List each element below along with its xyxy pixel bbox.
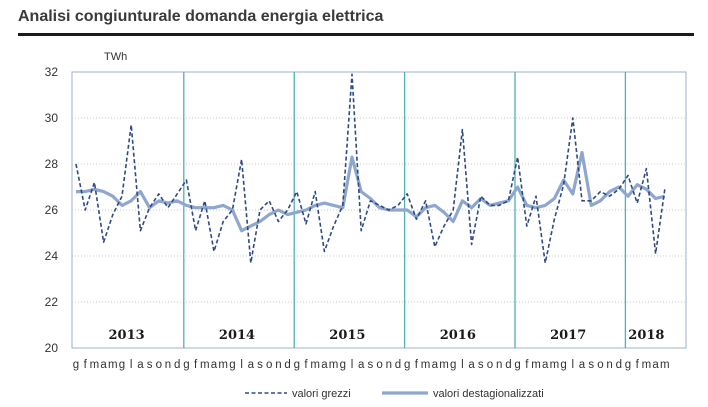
- month-label: m: [439, 359, 449, 371]
- legend-entry-raw-label: valori grezzi: [292, 388, 351, 400]
- month-label: m: [531, 359, 541, 371]
- month-label: o: [266, 359, 272, 371]
- legend: valori grezzi valori destagionalizzati: [245, 388, 544, 400]
- month-label: o: [156, 359, 162, 371]
- month-label: f: [636, 359, 640, 371]
- y-axis-ticks: 20 22 24 26 28 30 32 TWh: [45, 51, 128, 355]
- month-label: s: [368, 359, 374, 371]
- year-label: 2016: [440, 328, 476, 343]
- month-label: l: [240, 359, 243, 371]
- month-label: l: [572, 359, 575, 371]
- month-label: a: [248, 359, 255, 371]
- month-label: n: [165, 359, 171, 371]
- legend-entry-seasonal-label: valori destagionalizzati: [433, 388, 544, 400]
- month-label: d: [284, 359, 290, 371]
- month-label: m: [200, 359, 210, 371]
- y-tick-label: 24: [45, 249, 59, 263]
- page-title: Analisi congiunturale domanda energia el…: [18, 8, 384, 25]
- month-label: f: [194, 359, 198, 371]
- month-label: n: [496, 359, 502, 371]
- y-tick-label: 26: [45, 203, 59, 217]
- month-label: a: [211, 359, 218, 371]
- month-label: g: [450, 359, 456, 371]
- month-label: o: [597, 359, 603, 371]
- month-label: a: [542, 359, 549, 371]
- month-label: m: [310, 359, 320, 371]
- month-label: d: [505, 359, 511, 371]
- month-label: m: [90, 359, 100, 371]
- month-label: a: [579, 359, 586, 371]
- month-label: a: [358, 359, 365, 371]
- series-line-raw: [75, 73, 666, 264]
- month-label: o: [487, 359, 493, 371]
- plot-frame: [71, 71, 687, 349]
- year-label: 2017: [550, 328, 586, 343]
- month-label: m: [218, 359, 228, 371]
- month-label: g: [340, 359, 346, 371]
- y-tick-label: 32: [45, 65, 59, 79]
- month-label: a: [321, 359, 328, 371]
- month-label: d: [395, 359, 401, 371]
- y-tick-label: 30: [45, 111, 59, 125]
- month-label: m: [550, 359, 560, 371]
- month-label: g: [294, 359, 300, 371]
- month-label: a: [100, 359, 107, 371]
- series-line-seasonal: [76, 150, 666, 233]
- month-label: m: [642, 359, 652, 371]
- month-label: m: [329, 359, 339, 371]
- month-label: f: [525, 359, 529, 371]
- month-label: g: [119, 359, 125, 371]
- month-label: s: [588, 359, 594, 371]
- series-lines: [75, 73, 666, 264]
- month-label: g: [404, 359, 410, 371]
- month-label: n: [606, 359, 612, 371]
- month-label: l: [461, 359, 464, 371]
- month-label: n: [275, 359, 281, 371]
- month-label: g: [625, 359, 631, 371]
- month-label: d: [616, 359, 622, 371]
- month-label: n: [386, 359, 392, 371]
- y-tick-label: 28: [45, 157, 59, 171]
- year-labels: 2013 2014 2015 2016 2017 2018: [109, 328, 665, 343]
- year-label: 2015: [329, 328, 365, 343]
- year-label: 2018: [628, 328, 664, 343]
- month-label: a: [137, 359, 144, 371]
- month-label: d: [174, 359, 180, 371]
- month-label: f: [415, 359, 419, 371]
- month-label: s: [257, 359, 263, 371]
- month-label: g: [229, 359, 235, 371]
- grid-lines: [72, 117, 686, 303]
- month-label: f: [84, 359, 88, 371]
- month-label: s: [147, 359, 153, 371]
- month-label: f: [304, 359, 308, 371]
- month-label: a: [468, 359, 475, 371]
- year-label: 2014: [219, 328, 255, 343]
- title-rule: [18, 33, 694, 36]
- month-label: l: [130, 359, 133, 371]
- month-label: g: [560, 359, 566, 371]
- month-label: l: [351, 359, 354, 371]
- y-tick-label: 22: [45, 295, 59, 309]
- month-label: a: [652, 359, 659, 371]
- y-axis-unit: TWh: [104, 51, 127, 63]
- month-label: g: [73, 359, 79, 371]
- month-label: a: [432, 359, 439, 371]
- month-label: g: [183, 359, 189, 371]
- month-label: m: [108, 359, 118, 371]
- month-label: s: [478, 359, 484, 371]
- month-label: o: [376, 359, 382, 371]
- year-label: 2013: [109, 328, 145, 343]
- month-label: m: [660, 359, 670, 371]
- y-tick-label: 20: [45, 341, 59, 355]
- month-label: m: [421, 359, 431, 371]
- month-label: g: [514, 359, 520, 371]
